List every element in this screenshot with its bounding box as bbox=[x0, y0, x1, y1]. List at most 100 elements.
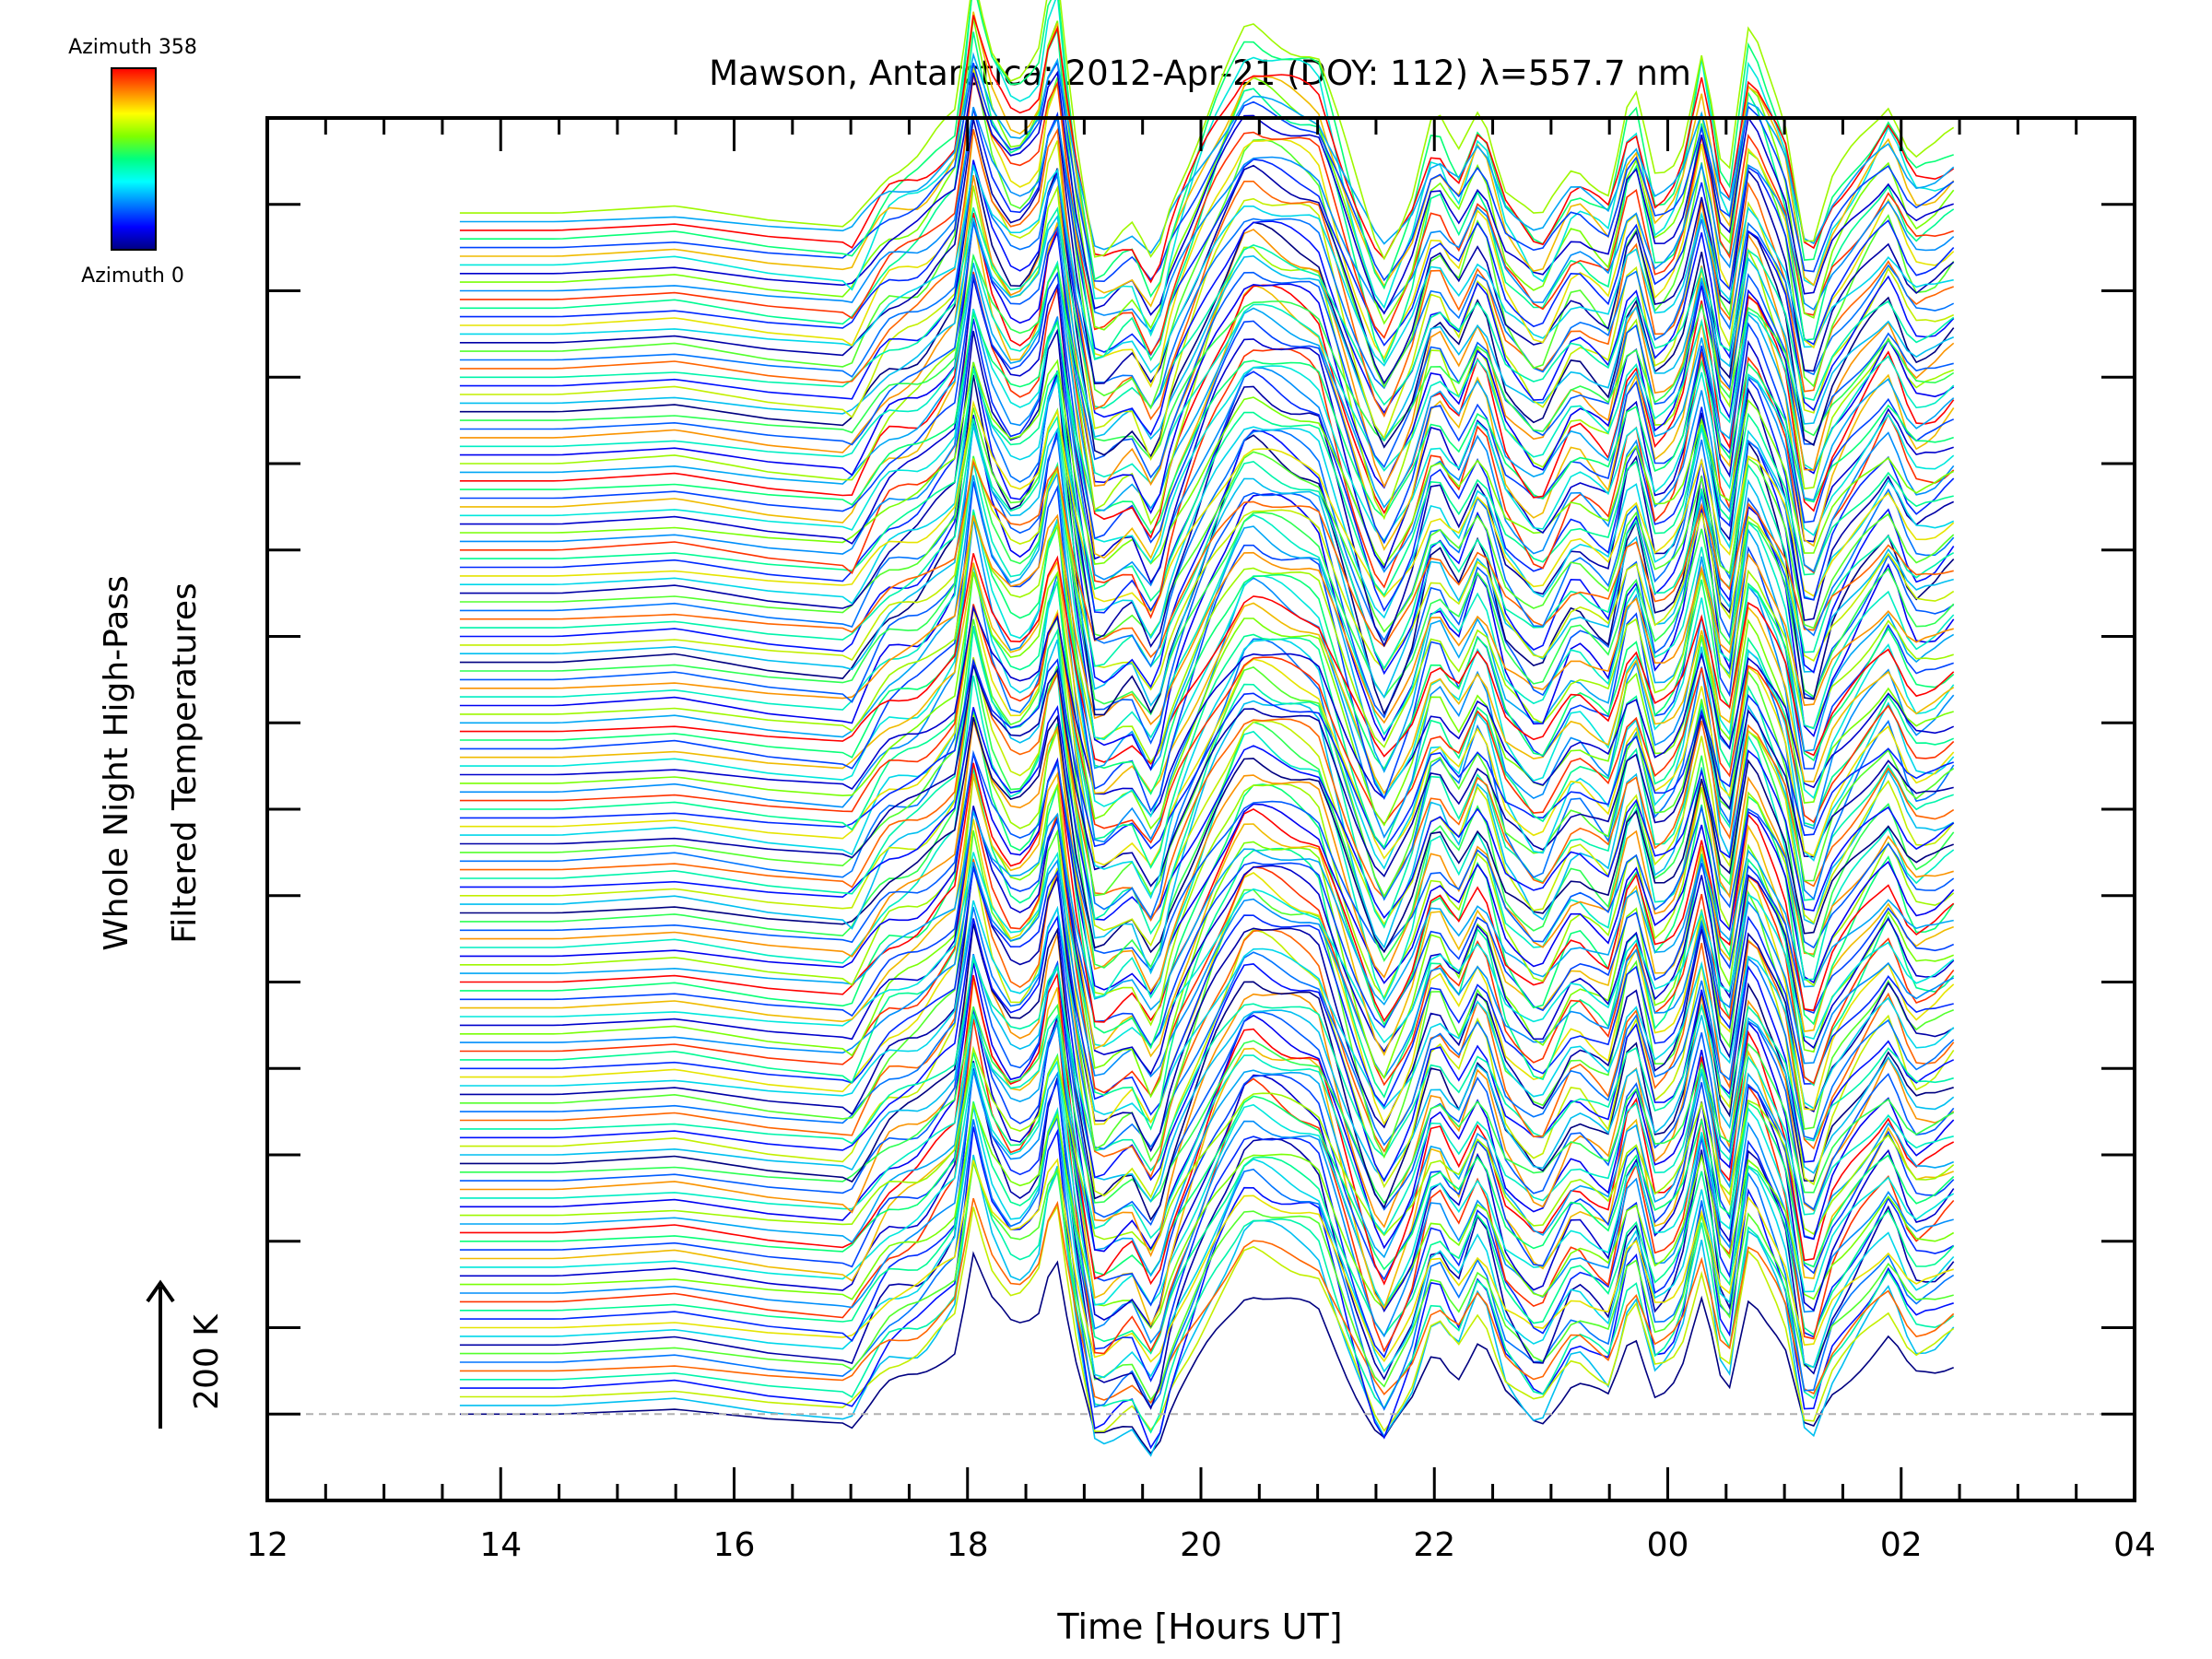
series-line bbox=[459, 1107, 1955, 1379]
series-line bbox=[459, 67, 1955, 388]
series-line bbox=[459, 714, 1954, 954]
series-line bbox=[459, 571, 1954, 830]
series-line bbox=[459, 513, 1954, 725]
series-line bbox=[459, 900, 1955, 1124]
series-line bbox=[459, 368, 1955, 640]
series-line bbox=[459, 1100, 1955, 1355]
series-line bbox=[459, 309, 1955, 564]
series-line bbox=[459, 1052, 1955, 1277]
series-line bbox=[459, 359, 1955, 567]
y-axis-label-line1: Whole Night High-Pass bbox=[98, 575, 135, 951]
x-tick-label: 18 bbox=[947, 1526, 989, 1564]
series-line bbox=[459, 270, 1955, 545]
series-line bbox=[459, 959, 1955, 1253]
series-line bbox=[459, 222, 1954, 479]
series-line bbox=[459, 1014, 1954, 1240]
series-line bbox=[459, 60, 1955, 283]
series-line bbox=[459, 106, 1955, 334]
series-line bbox=[459, 261, 1955, 512]
series-line bbox=[459, 1162, 1954, 1402]
series-line bbox=[459, 771, 1954, 1058]
series-line bbox=[459, 163, 1954, 374]
series-line bbox=[459, 52, 1955, 254]
series-line bbox=[459, 1251, 1954, 1455]
series-line bbox=[459, 615, 1955, 899]
series-line bbox=[459, 867, 1954, 1116]
x-tick-label: 04 bbox=[2113, 1526, 2156, 1564]
axis-ticks bbox=[265, 118, 2136, 1500]
colorbar: Azimuth 358 Azimuth 0 bbox=[68, 36, 197, 288]
series-line bbox=[459, 864, 1955, 1153]
x-tick-label: 16 bbox=[713, 1526, 756, 1564]
series-line bbox=[459, 399, 1955, 613]
series-line bbox=[459, 1045, 1955, 1253]
x-tick-labels: 12 14 16 18 20 22 00 02 04 bbox=[246, 1526, 2156, 1564]
series-line bbox=[459, 516, 1954, 764]
series-line bbox=[459, 1101, 1955, 1330]
series-line bbox=[459, 407, 1955, 638]
scale-arrowhead bbox=[146, 1279, 175, 1303]
colorbar-bottom-label: Azimuth 0 bbox=[81, 265, 184, 288]
series-line bbox=[459, 461, 1955, 741]
series-line bbox=[459, 11, 1955, 308]
series-line bbox=[459, 164, 1955, 409]
x-tick-label: 12 bbox=[246, 1526, 288, 1564]
x-tick-label: 00 bbox=[1647, 1526, 1689, 1564]
series-line bbox=[459, 15, 1955, 284]
series-line bbox=[459, 1070, 1954, 1345]
series-line bbox=[459, 311, 1954, 535]
x-tick-label: 20 bbox=[1180, 1526, 1222, 1564]
x-axis-label: Time [Hours UT] bbox=[1056, 1606, 1342, 1647]
series-line bbox=[459, 1114, 1955, 1411]
series-line bbox=[459, 914, 1955, 1182]
series-line bbox=[459, 720, 1954, 994]
series-line bbox=[459, 759, 1955, 1023]
series-line bbox=[459, 108, 1955, 357]
series-line bbox=[459, 218, 1955, 559]
series-line bbox=[459, 1158, 1955, 1434]
series-line bbox=[459, 369, 1954, 602]
series-line bbox=[459, 806, 1955, 1076]
series-line bbox=[459, 665, 1954, 888]
series-line bbox=[459, 425, 1954, 708]
colorbar-top-label: Azimuth 358 bbox=[68, 36, 197, 59]
series-line bbox=[459, 559, 1955, 794]
series-line bbox=[459, 657, 1954, 851]
series-line bbox=[459, 362, 1955, 688]
colorbar-gradient bbox=[111, 67, 157, 251]
scale-indicator: 200 K bbox=[146, 1279, 226, 1429]
series-line bbox=[459, 852, 1955, 1048]
series-line bbox=[459, 656, 1955, 947]
series-line bbox=[459, 605, 1955, 818]
series-line bbox=[459, 0, 1955, 261]
series-line bbox=[459, 807, 1955, 1098]
series-line bbox=[459, 749, 1955, 972]
series-line bbox=[459, 65, 1955, 410]
series-line bbox=[459, 562, 1955, 920]
series-line bbox=[459, 162, 1955, 458]
series-line bbox=[459, 253, 1955, 461]
series-line bbox=[459, 459, 1954, 659]
series-line bbox=[459, 753, 1955, 995]
series-line bbox=[459, 70, 1954, 316]
x-tick-label: 22 bbox=[1413, 1526, 1455, 1564]
y-axis-label-line2: Filtered Temperatures bbox=[166, 582, 204, 944]
x-tick-label: 14 bbox=[479, 1526, 522, 1564]
series-line bbox=[459, 471, 1955, 773]
series-line bbox=[459, 254, 1955, 485]
series-line bbox=[459, 415, 1955, 670]
series-line bbox=[459, 710, 1955, 1050]
series-line bbox=[459, 954, 1955, 1227]
series-line bbox=[459, 1154, 1955, 1457]
series-line bbox=[459, 159, 1955, 437]
series-line bbox=[459, 662, 1955, 969]
series-line bbox=[459, 1007, 1955, 1328]
series-group bbox=[459, 0, 1955, 1457]
x-tick-label: 02 bbox=[1880, 1526, 1923, 1564]
series-line bbox=[459, 604, 1955, 844]
series-line bbox=[459, 607, 1955, 867]
chart-title: Mawson, Antarctica: 2012-Apr-21 (DOY: 11… bbox=[709, 53, 1691, 93]
series-line bbox=[459, 661, 1955, 922]
series-line bbox=[459, 309, 1955, 587]
